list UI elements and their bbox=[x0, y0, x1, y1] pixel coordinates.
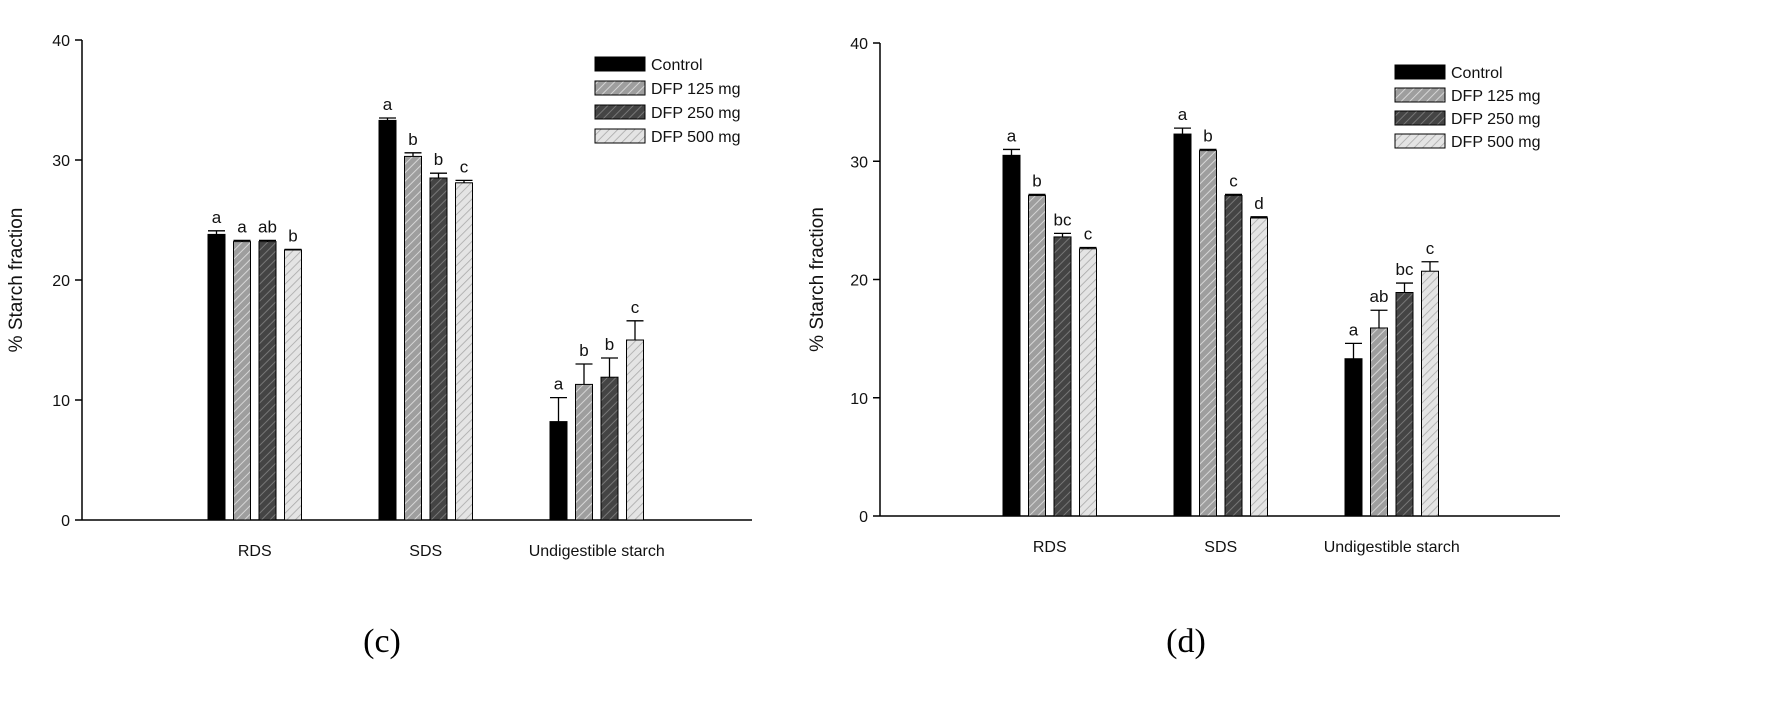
legend-swatch bbox=[1394, 110, 1446, 126]
significance-letter: bc bbox=[1054, 210, 1072, 229]
category-label: RDS bbox=[238, 543, 272, 560]
significance-letter: c bbox=[460, 157, 469, 176]
significance-letter: c bbox=[631, 298, 640, 317]
category-label: Undigestible starch bbox=[529, 543, 665, 560]
significance-letter: b bbox=[579, 341, 588, 360]
category-label: SDS bbox=[409, 543, 442, 560]
significance-letter: bc bbox=[1396, 260, 1414, 279]
significance-letter: c bbox=[1229, 171, 1238, 190]
bar-control-undigestible-starch bbox=[549, 421, 568, 521]
bar-dfp-250-mg-sds bbox=[429, 177, 448, 521]
significance-letter: a bbox=[212, 208, 222, 227]
y-tick-label: 40 bbox=[52, 33, 70, 50]
significance-letter: a bbox=[1349, 320, 1359, 339]
y-tick-label: 30 bbox=[850, 154, 868, 171]
bar-dfp-500-mg-rds bbox=[1079, 248, 1097, 517]
bar-dfp-500-mg-sds bbox=[1250, 217, 1268, 517]
bar-control-sds bbox=[1173, 133, 1192, 517]
legend: Control DFP 125 mg DFP 250 mg DFP 500 mg bbox=[1394, 64, 1541, 151]
bar-dfp-250-mg-rds bbox=[258, 241, 277, 521]
bar-control-rds bbox=[1002, 154, 1021, 517]
bar-dfp-500-mg-rds bbox=[284, 249, 302, 521]
significance-letter: d bbox=[1254, 194, 1263, 213]
legend-swatch bbox=[594, 104, 646, 120]
y-axis-label: % Starch fraction bbox=[6, 208, 27, 353]
bar-dfp-125-mg-undigestible-starch bbox=[1370, 327, 1388, 517]
y-tick-label: 20 bbox=[850, 273, 868, 290]
legend-label: DFP 500 mg bbox=[1451, 134, 1541, 151]
significance-letter: b bbox=[1203, 126, 1212, 145]
legend-swatch bbox=[594, 80, 646, 96]
panel-label-d: (d) bbox=[1166, 623, 1206, 660]
significance-letter: a bbox=[1178, 105, 1188, 124]
bar-dfp-125-mg-undigestible-starch bbox=[575, 383, 593, 521]
panel-label-c: (c) bbox=[363, 623, 401, 660]
bar-dfp-125-mg-rds bbox=[233, 241, 251, 521]
significance-letter: c bbox=[1084, 225, 1093, 244]
significance-letter: b bbox=[1032, 171, 1041, 190]
y-tick-label: 30 bbox=[52, 153, 70, 170]
legend: Control DFP 125 mg DFP 250 mg DFP 500 mg bbox=[594, 56, 741, 146]
y-axis-label: % Starch fraction bbox=[807, 207, 828, 352]
bar-control-undigestible-starch bbox=[1344, 358, 1363, 517]
y-tick-label: 20 bbox=[52, 273, 70, 290]
bar-dfp-250-mg-undigestible-starch bbox=[1395, 292, 1414, 517]
legend-swatch bbox=[594, 56, 646, 72]
legend-swatch bbox=[594, 128, 646, 144]
bar-dfp-125-mg-sds bbox=[404, 155, 422, 521]
y-tick-label: 10 bbox=[52, 393, 70, 410]
legend-label: DFP 500 mg bbox=[651, 129, 741, 146]
category-label: RDS bbox=[1033, 539, 1067, 556]
significance-letter: ab bbox=[1370, 287, 1389, 306]
legend-swatch bbox=[1394, 133, 1446, 149]
bar-dfp-500-mg-undigestible-starch bbox=[626, 339, 644, 521]
bar-dfp-500-mg-undigestible-starch bbox=[1421, 270, 1439, 517]
bar-dfp-250-mg-undigestible-starch bbox=[600, 376, 619, 521]
significance-letter: a bbox=[237, 217, 247, 236]
legend-label: DFP 250 mg bbox=[1451, 111, 1541, 128]
significance-letter: b bbox=[288, 226, 297, 245]
bar-control-rds bbox=[207, 233, 226, 521]
bar-dfp-125-mg-sds bbox=[1199, 150, 1217, 517]
bar-dfp-250-mg-sds bbox=[1224, 195, 1243, 517]
y-tick-label: 40 bbox=[850, 36, 868, 53]
significance-letter: c bbox=[1426, 239, 1435, 258]
legend-label: DFP 250 mg bbox=[651, 105, 741, 122]
legend-label: Control bbox=[1451, 65, 1503, 82]
legend-swatch bbox=[1394, 87, 1446, 103]
significance-letter: a bbox=[1007, 126, 1017, 145]
bar-dfp-250-mg-rds bbox=[1053, 236, 1072, 517]
significance-letter: a bbox=[554, 375, 564, 394]
y-tick-label: 10 bbox=[850, 391, 868, 408]
bar-dfp-125-mg-rds bbox=[1028, 195, 1046, 517]
y-tick-label: 0 bbox=[859, 509, 868, 526]
bar-control-sds bbox=[378, 119, 397, 521]
significance-letter: b bbox=[434, 150, 443, 169]
significance-letter: b bbox=[605, 335, 614, 354]
significance-letter: a bbox=[383, 95, 393, 114]
legend-label: DFP 125 mg bbox=[651, 81, 741, 98]
legend-label: DFP 125 mg bbox=[1451, 88, 1541, 105]
legend-swatch bbox=[1394, 64, 1446, 80]
significance-letter: ab bbox=[258, 217, 277, 236]
significance-letter: b bbox=[408, 130, 417, 149]
bar-dfp-500-mg-sds bbox=[455, 182, 473, 521]
category-label: Undigestible starch bbox=[1324, 539, 1460, 556]
category-label: SDS bbox=[1204, 539, 1237, 556]
legend-label: Control bbox=[651, 57, 703, 74]
y-tick-label: 0 bbox=[61, 513, 70, 530]
